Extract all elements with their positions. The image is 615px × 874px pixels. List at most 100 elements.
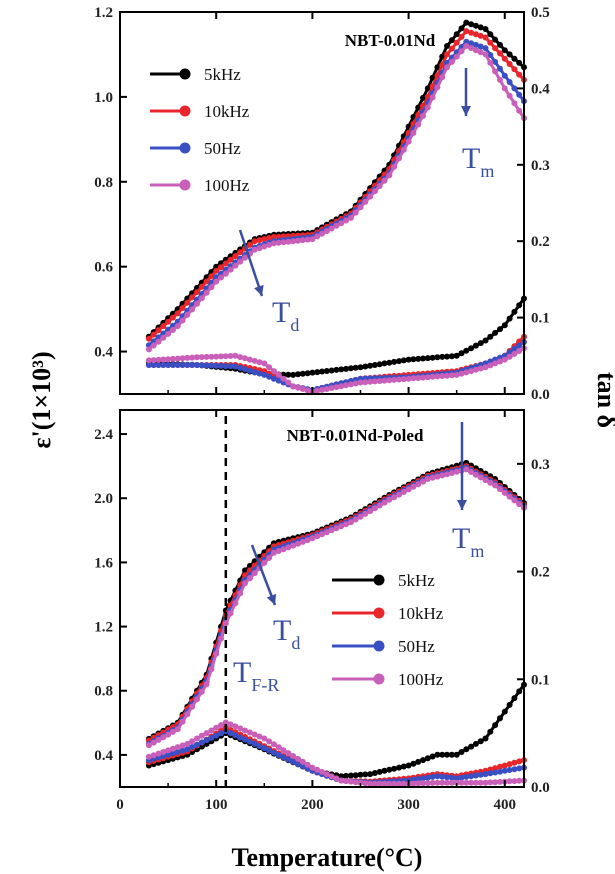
data-point [448, 751, 455, 758]
data-point [453, 751, 460, 758]
data-point [352, 772, 359, 779]
data-point [242, 355, 248, 362]
data-point [222, 270, 229, 277]
data-point [270, 749, 277, 756]
data-point [285, 238, 292, 245]
data-point [511, 345, 518, 352]
data-point [323, 771, 330, 778]
data-point [309, 535, 316, 542]
data-point [420, 775, 426, 782]
data-point [155, 338, 162, 345]
data-point [362, 198, 369, 205]
legend-label: 100Hz [398, 670, 444, 689]
legend-entry-10kHz: 10kHz [332, 604, 444, 623]
data-point [362, 379, 369, 386]
data-point [290, 238, 297, 245]
data-point [434, 84, 441, 91]
data-point [165, 362, 172, 368]
data-point [242, 727, 248, 734]
data-point [261, 360, 268, 367]
legend-entry-100Hz: 100Hz [150, 176, 250, 195]
data-point [516, 59, 523, 66]
data-point [362, 771, 369, 778]
data-point [472, 366, 479, 373]
data-point [468, 773, 475, 780]
data-point [280, 546, 287, 553]
data-point [261, 735, 268, 742]
data-point [203, 289, 210, 296]
data-point [492, 68, 499, 75]
data-point [405, 356, 412, 363]
data-point [227, 256, 234, 263]
data-point [232, 352, 239, 359]
data-point [506, 767, 513, 773]
data-point [189, 362, 196, 368]
data-point [246, 367, 253, 374]
data-point [333, 525, 340, 532]
data-point [227, 721, 234, 728]
data-point [290, 758, 297, 765]
data-point [328, 225, 335, 232]
data-point [391, 163, 398, 170]
data-point [439, 373, 446, 379]
legend-label: 50Hz [398, 637, 435, 656]
data-point [270, 375, 277, 382]
data-point [511, 66, 518, 73]
right-y-tick-label: 0.3 [531, 158, 550, 174]
data-point [218, 362, 224, 369]
data-point [275, 548, 282, 554]
data-point [501, 55, 508, 62]
data-point [477, 340, 484, 347]
data-point [497, 358, 503, 365]
data-point [424, 355, 431, 362]
left-y-tick-label: 1.6 [94, 555, 113, 571]
data-point [415, 481, 422, 488]
right-y-tick-label: 0.2 [531, 234, 550, 250]
data-point [396, 358, 402, 365]
data-point [160, 734, 167, 741]
left-y-tick-label: 0.6 [94, 260, 113, 276]
data-point [290, 383, 297, 390]
data-point [347, 365, 354, 372]
annotation-subscript: d [290, 315, 299, 335]
data-point [492, 765, 499, 772]
data-point [444, 779, 450, 786]
data-point [420, 780, 426, 787]
data-point [501, 85, 508, 92]
data-point [319, 230, 325, 237]
data-point [482, 26, 489, 32]
data-point [511, 100, 518, 107]
data-point [386, 496, 393, 503]
data-point [415, 355, 422, 362]
data-point [439, 773, 446, 780]
annotation-subscript: m [470, 541, 484, 561]
series-line [148, 683, 526, 778]
data-point [506, 79, 513, 85]
data-point [275, 752, 282, 758]
right-y-tick-label: 0.1 [531, 311, 550, 327]
data-point [328, 385, 335, 391]
data-point [487, 479, 494, 486]
series-line [147, 44, 526, 351]
data-point [405, 375, 412, 382]
data-point [463, 19, 470, 26]
data-point [251, 246, 258, 253]
data-point [145, 753, 152, 760]
data-point [270, 368, 277, 375]
data-point [280, 754, 287, 761]
data-point [420, 374, 426, 381]
data-point [299, 538, 306, 545]
data-point [242, 736, 248, 743]
data-point [448, 470, 455, 476]
data-point [482, 45, 489, 52]
data-point [155, 327, 162, 334]
data-point [295, 384, 301, 391]
data-point [319, 386, 325, 393]
data-point [208, 666, 215, 673]
legend-entry-5kHz: 5kHz [332, 571, 435, 590]
data-point [222, 620, 229, 627]
data-point [511, 778, 518, 785]
data-point [218, 722, 224, 729]
data-point [203, 362, 210, 369]
data-point [145, 362, 152, 368]
